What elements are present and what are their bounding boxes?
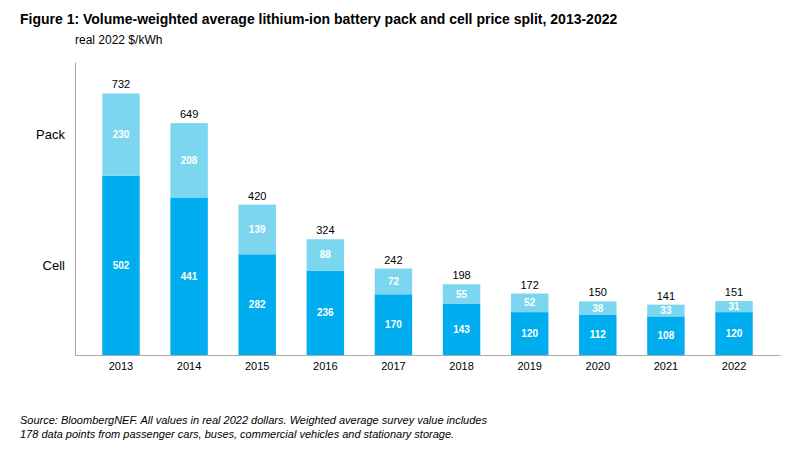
segment-label: 230 [113, 129, 130, 140]
bar-segment [715, 301, 752, 312]
chart-container: Figure 1: Volume-weighted average lithiu… [0, 0, 800, 450]
segment-label: 441 [181, 271, 198, 282]
total-label: 732 [112, 78, 130, 90]
segment-label: 143 [453, 324, 470, 335]
x-tick: 2014 [177, 360, 201, 372]
bar-segment [647, 316, 684, 355]
x-tick-label: 2013 [109, 360, 133, 372]
bar-segment [375, 294, 412, 355]
footer-line: Source: BloombergNEF. All values in real… [20, 414, 487, 426]
bar-segment [579, 315, 616, 355]
bar-segment [102, 93, 139, 175]
bars [102, 93, 753, 355]
x-tick-label: 2014 [177, 360, 201, 372]
segment-label: 38 [592, 303, 604, 314]
segment-label: 120 [521, 328, 538, 339]
segment-label: 208 [181, 155, 198, 166]
bar-segment [307, 239, 344, 270]
x-tick-label: 2015 [245, 360, 269, 372]
segment-label: 282 [249, 299, 266, 310]
series-bars [102, 176, 753, 355]
bar-segment [511, 294, 548, 313]
segment-label: 120 [726, 328, 743, 339]
series-label: Pack [36, 127, 65, 142]
series-bars [102, 93, 753, 316]
segment-label: 31 [728, 301, 740, 312]
plot: 2013 2014 2015 2016 2017 2018 2019 2020 2021 2022… [36, 63, 780, 372]
segment-label: 88 [320, 249, 332, 260]
segment-label: 55 [456, 289, 468, 300]
total-label: 141 [657, 290, 675, 302]
total-label: 649 [180, 108, 198, 120]
bar-segment [375, 269, 412, 295]
total-label: 150 [589, 286, 607, 298]
segment-label: 170 [385, 319, 402, 330]
segment-label: 112 [590, 329, 607, 340]
bar-segment [170, 123, 207, 197]
segment-label: 108 [658, 330, 675, 341]
x-tick: 2019 [517, 360, 541, 372]
y-axis [75, 63, 76, 356]
bar-segment [511, 312, 548, 355]
bar-segment [443, 284, 480, 304]
bar-segment [238, 205, 275, 255]
x-tick: 2013 [109, 360, 133, 372]
segment-label: 72 [388, 276, 400, 287]
subtitle: real 2022 $/kWh [75, 33, 162, 47]
segment-label: 52 [524, 297, 536, 308]
x-tick-label: 2022 [722, 360, 746, 372]
x-tick-label: 2020 [586, 360, 610, 372]
x-axis: 2013 2014 2015 2016 2017 2018 2019 2020 2021 2022 [76, 356, 781, 372]
x-tick: 2017 [381, 360, 405, 372]
bar-segment [443, 304, 480, 355]
x-tick: 2018 [449, 360, 473, 372]
bar-segment [170, 197, 207, 355]
footer: Source: BloombergNEF. All values in real… [20, 414, 487, 440]
segment-label: 236 [317, 307, 334, 318]
footer-line: 178 data points from passenger cars, bus… [20, 428, 454, 440]
series-labels: Cell Pack [36, 127, 65, 273]
x-tick-label: 2019 [517, 360, 541, 372]
x-tick: 2022 [722, 360, 746, 372]
title: Figure 1: Volume-weighted average lithiu… [20, 11, 617, 27]
segment-labels: 230 208 139 88 72 55 52 38 33 31 [113, 129, 740, 316]
total-label: 242 [384, 254, 402, 266]
segment-label: 33 [660, 305, 672, 316]
bar-segment [715, 312, 752, 355]
series-label: Cell [43, 258, 66, 273]
x-axis-line [76, 355, 781, 356]
bar-segment [307, 271, 344, 355]
total-label: 151 [725, 286, 743, 298]
chart-svg: Figure 1: Volume-weighted average lithiu… [0, 0, 800, 450]
bar-segment [647, 305, 684, 317]
data-labels: 502 441 282 236 170 143 120 112 108 120 230 208 139 8… [112, 78, 743, 341]
x-tick-label: 2016 [313, 360, 337, 372]
y-axis-line [75, 63, 76, 356]
x-tick-label: 2017 [381, 360, 405, 372]
bar-segment [579, 301, 616, 315]
bar-segment [102, 176, 139, 355]
bar-segment [238, 254, 275, 355]
segment-labels: 502 441 282 236 170 143 120 112 108 120 [113, 260, 743, 341]
x-tick: 2016 [313, 360, 337, 372]
total-label: 420 [248, 190, 266, 202]
x-tick: 2021 [654, 360, 678, 372]
x-tick-label: 2018 [449, 360, 473, 372]
total-label: 198 [452, 269, 470, 281]
x-tick: 2015 [245, 360, 269, 372]
total-label: 324 [316, 224, 334, 236]
segment-label: 502 [113, 260, 130, 271]
total-labels: 732 649 420 324 242 198 172 150 141 151 [112, 78, 743, 301]
x-tick: 2020 [586, 360, 610, 372]
segment-label: 139 [249, 224, 266, 235]
x-tick-label: 2021 [654, 360, 678, 372]
total-label: 172 [520, 279, 538, 291]
